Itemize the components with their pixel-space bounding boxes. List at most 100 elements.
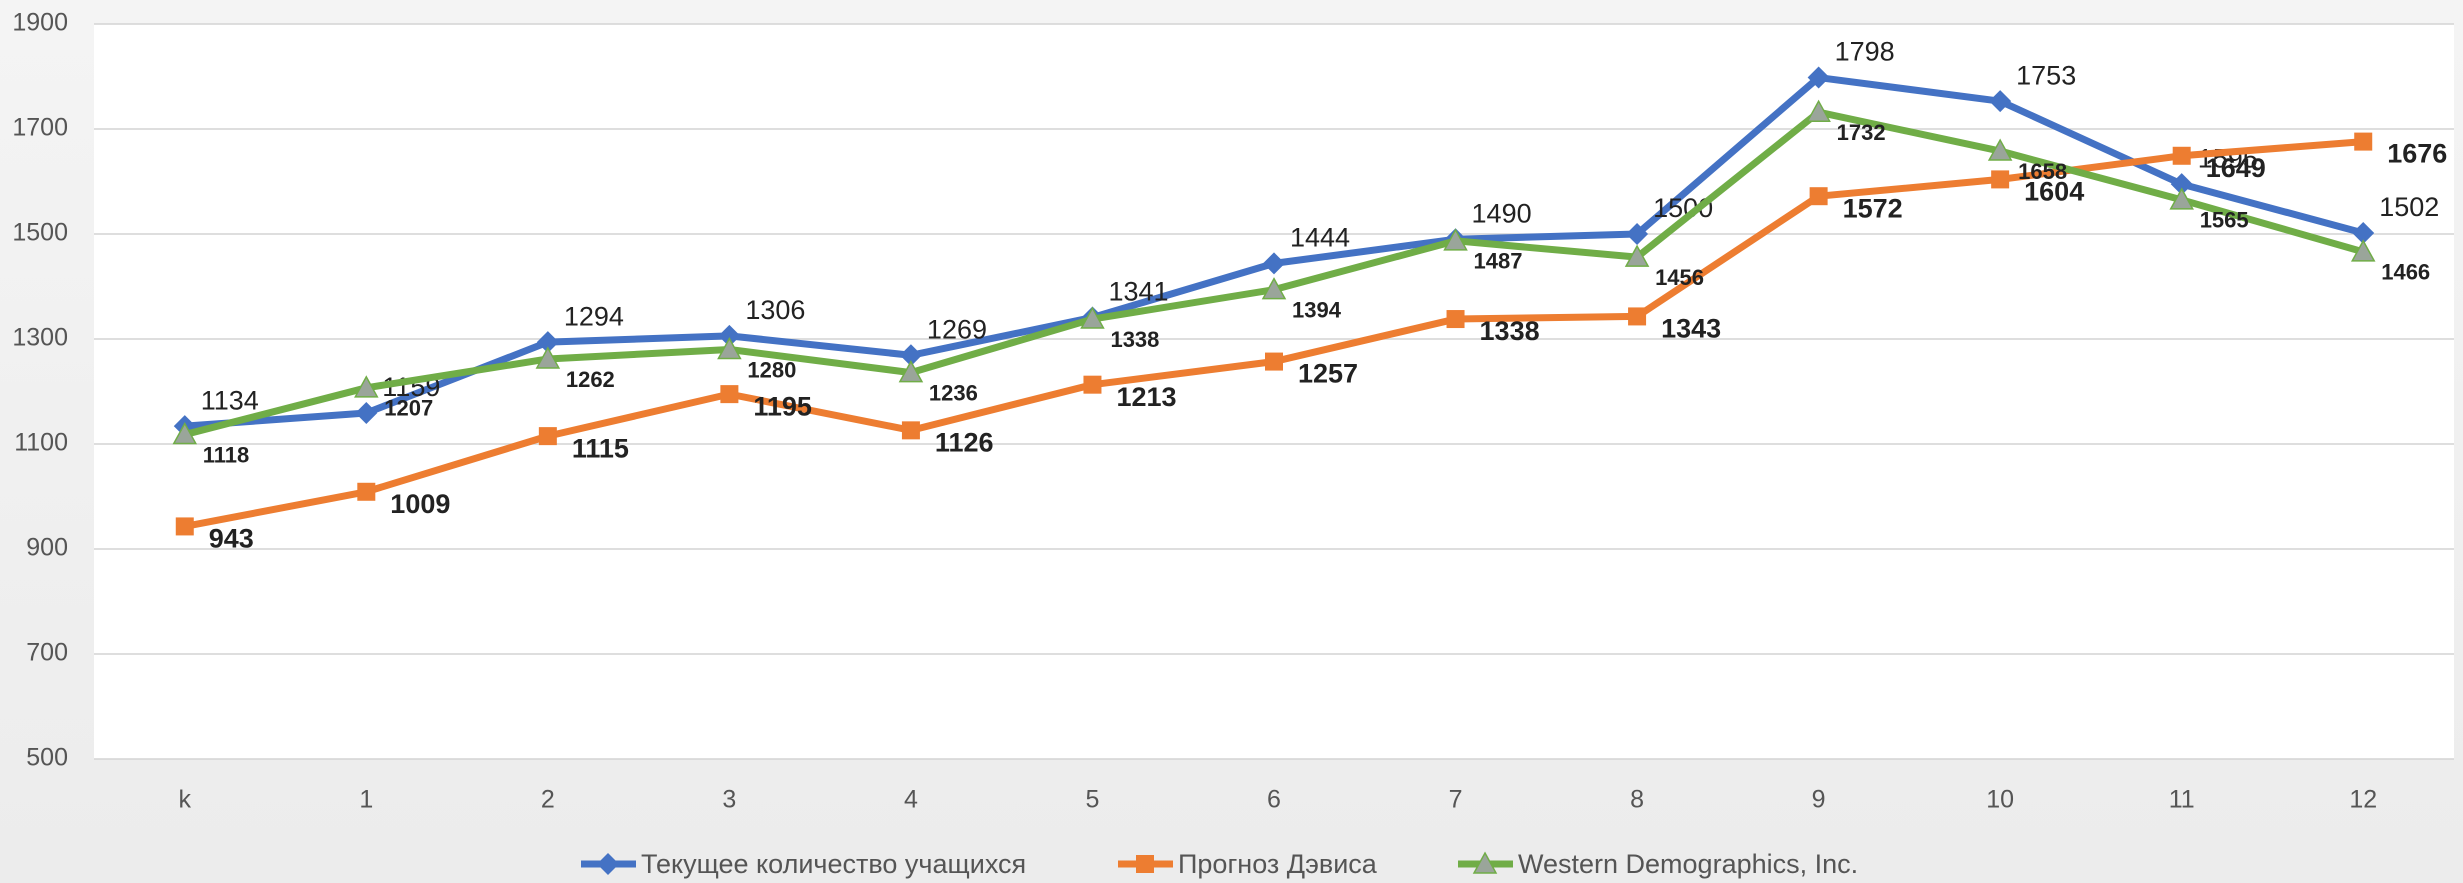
x-tick-label: 2 [541,786,555,814]
legend-label: Прогноз Дэвиса [1178,849,1378,879]
data-label: 1115 [572,433,629,463]
data-label: 1487 [1474,249,1523,274]
data-label: 1490 [1472,198,1532,228]
marker [1806,99,1831,122]
data-label: 1341 [1108,277,1168,307]
marker [1991,170,2010,189]
marker [1807,66,1830,89]
data-label: 1572 [1843,193,1903,223]
marker [1443,228,1468,251]
data-label: 1118 [203,442,250,467]
marker [1987,138,2013,161]
y-tick-label: 1500 [12,219,68,247]
marker [2354,132,2373,151]
marker [357,482,376,501]
data-label: 1676 [2387,139,2447,169]
marker [172,421,198,445]
marker [1083,375,1102,394]
data-label: 1753 [2016,60,2076,90]
marker [1624,244,1650,267]
data-label: 1456 [1655,265,1704,290]
marker [538,427,557,446]
marker [1626,223,1649,245]
data-label: 1236 [929,380,978,405]
marker [1446,310,1465,329]
data-label: 1294 [564,301,624,331]
marker [175,517,194,536]
data-label: 1649 [2206,153,2266,183]
marker [1989,90,2012,113]
data-label: 1126 [935,427,994,457]
marker [717,336,742,360]
marker [2350,239,2376,262]
data-label: 1732 [1837,120,1886,145]
marker [1136,855,1154,873]
legend-label: Western Demographics, Inc. [1518,849,1858,879]
y-tick-label: 1900 [12,9,68,37]
marker [536,331,559,354]
marker [899,344,922,367]
data-label: 1343 [1661,314,1721,344]
x-tick-label: 6 [1267,786,1281,814]
x-tick-label: 5 [1086,786,1100,814]
data-label: 1269 [927,314,987,344]
marker [1265,352,1283,371]
y-tick-label: 1700 [12,114,68,142]
data-label: 1306 [745,295,805,325]
data-label: 1213 [1116,382,1176,412]
marker [2352,221,2375,244]
data-label: 1658 [2018,159,2067,184]
data-label: 1604 [2024,177,2084,207]
data-label: 1134 [201,385,259,415]
y-tick-label: 1100 [14,429,68,457]
x-tick-label: 9 [1812,786,1826,814]
marker [1628,307,1647,326]
y-tick-label: 500 [26,744,68,772]
data-label: 1338 [1480,316,1540,346]
data-label: 1466 [2381,260,2430,285]
data-label: 1444 [1290,223,1350,253]
marker [354,375,379,398]
x-tick-label: 3 [722,786,736,814]
y-tick-label: 1300 [12,324,68,352]
data-label: 1009 [390,489,450,519]
data-label: 1502 [2379,192,2439,222]
marker [898,360,924,383]
marker [2170,173,2193,196]
marker [1472,851,1498,874]
x-tick-label: 4 [904,786,918,814]
marker [1080,306,1105,329]
data-label: 943 [209,524,254,554]
x-tick-label: 8 [1630,786,1644,814]
x-tick-label: 7 [1449,786,1463,814]
data-label: 1262 [566,367,615,392]
x-tick-label: 10 [1986,786,2014,814]
marker [1261,277,1287,300]
data-label: 1257 [1298,359,1358,389]
marker [720,385,739,404]
data-label: 1798 [1835,37,1895,67]
marker [535,346,561,369]
y-tick-label: 900 [26,534,68,562]
x-tick-label: 12 [2349,786,2377,814]
x-tick-label: 1 [359,786,373,814]
x-tick-label: 11 [2169,786,2195,814]
x-tick-label: k [179,786,192,814]
marker [597,853,619,875]
marker [355,402,378,425]
marker [1809,187,1828,206]
data-label: 1280 [747,357,796,382]
data-label: 1195 [753,391,812,421]
marker [2169,187,2194,210]
marker [901,421,920,440]
data-label: 1338 [1110,327,1159,352]
marker [1263,252,1285,275]
marker [2172,146,2191,165]
y-tick-label: 700 [26,639,68,667]
data-label: 1207 [384,396,433,421]
data-label: 1394 [1292,297,1342,322]
plot-area [94,24,2454,759]
marker [718,324,741,347]
data-label: 1565 [2200,208,2249,233]
